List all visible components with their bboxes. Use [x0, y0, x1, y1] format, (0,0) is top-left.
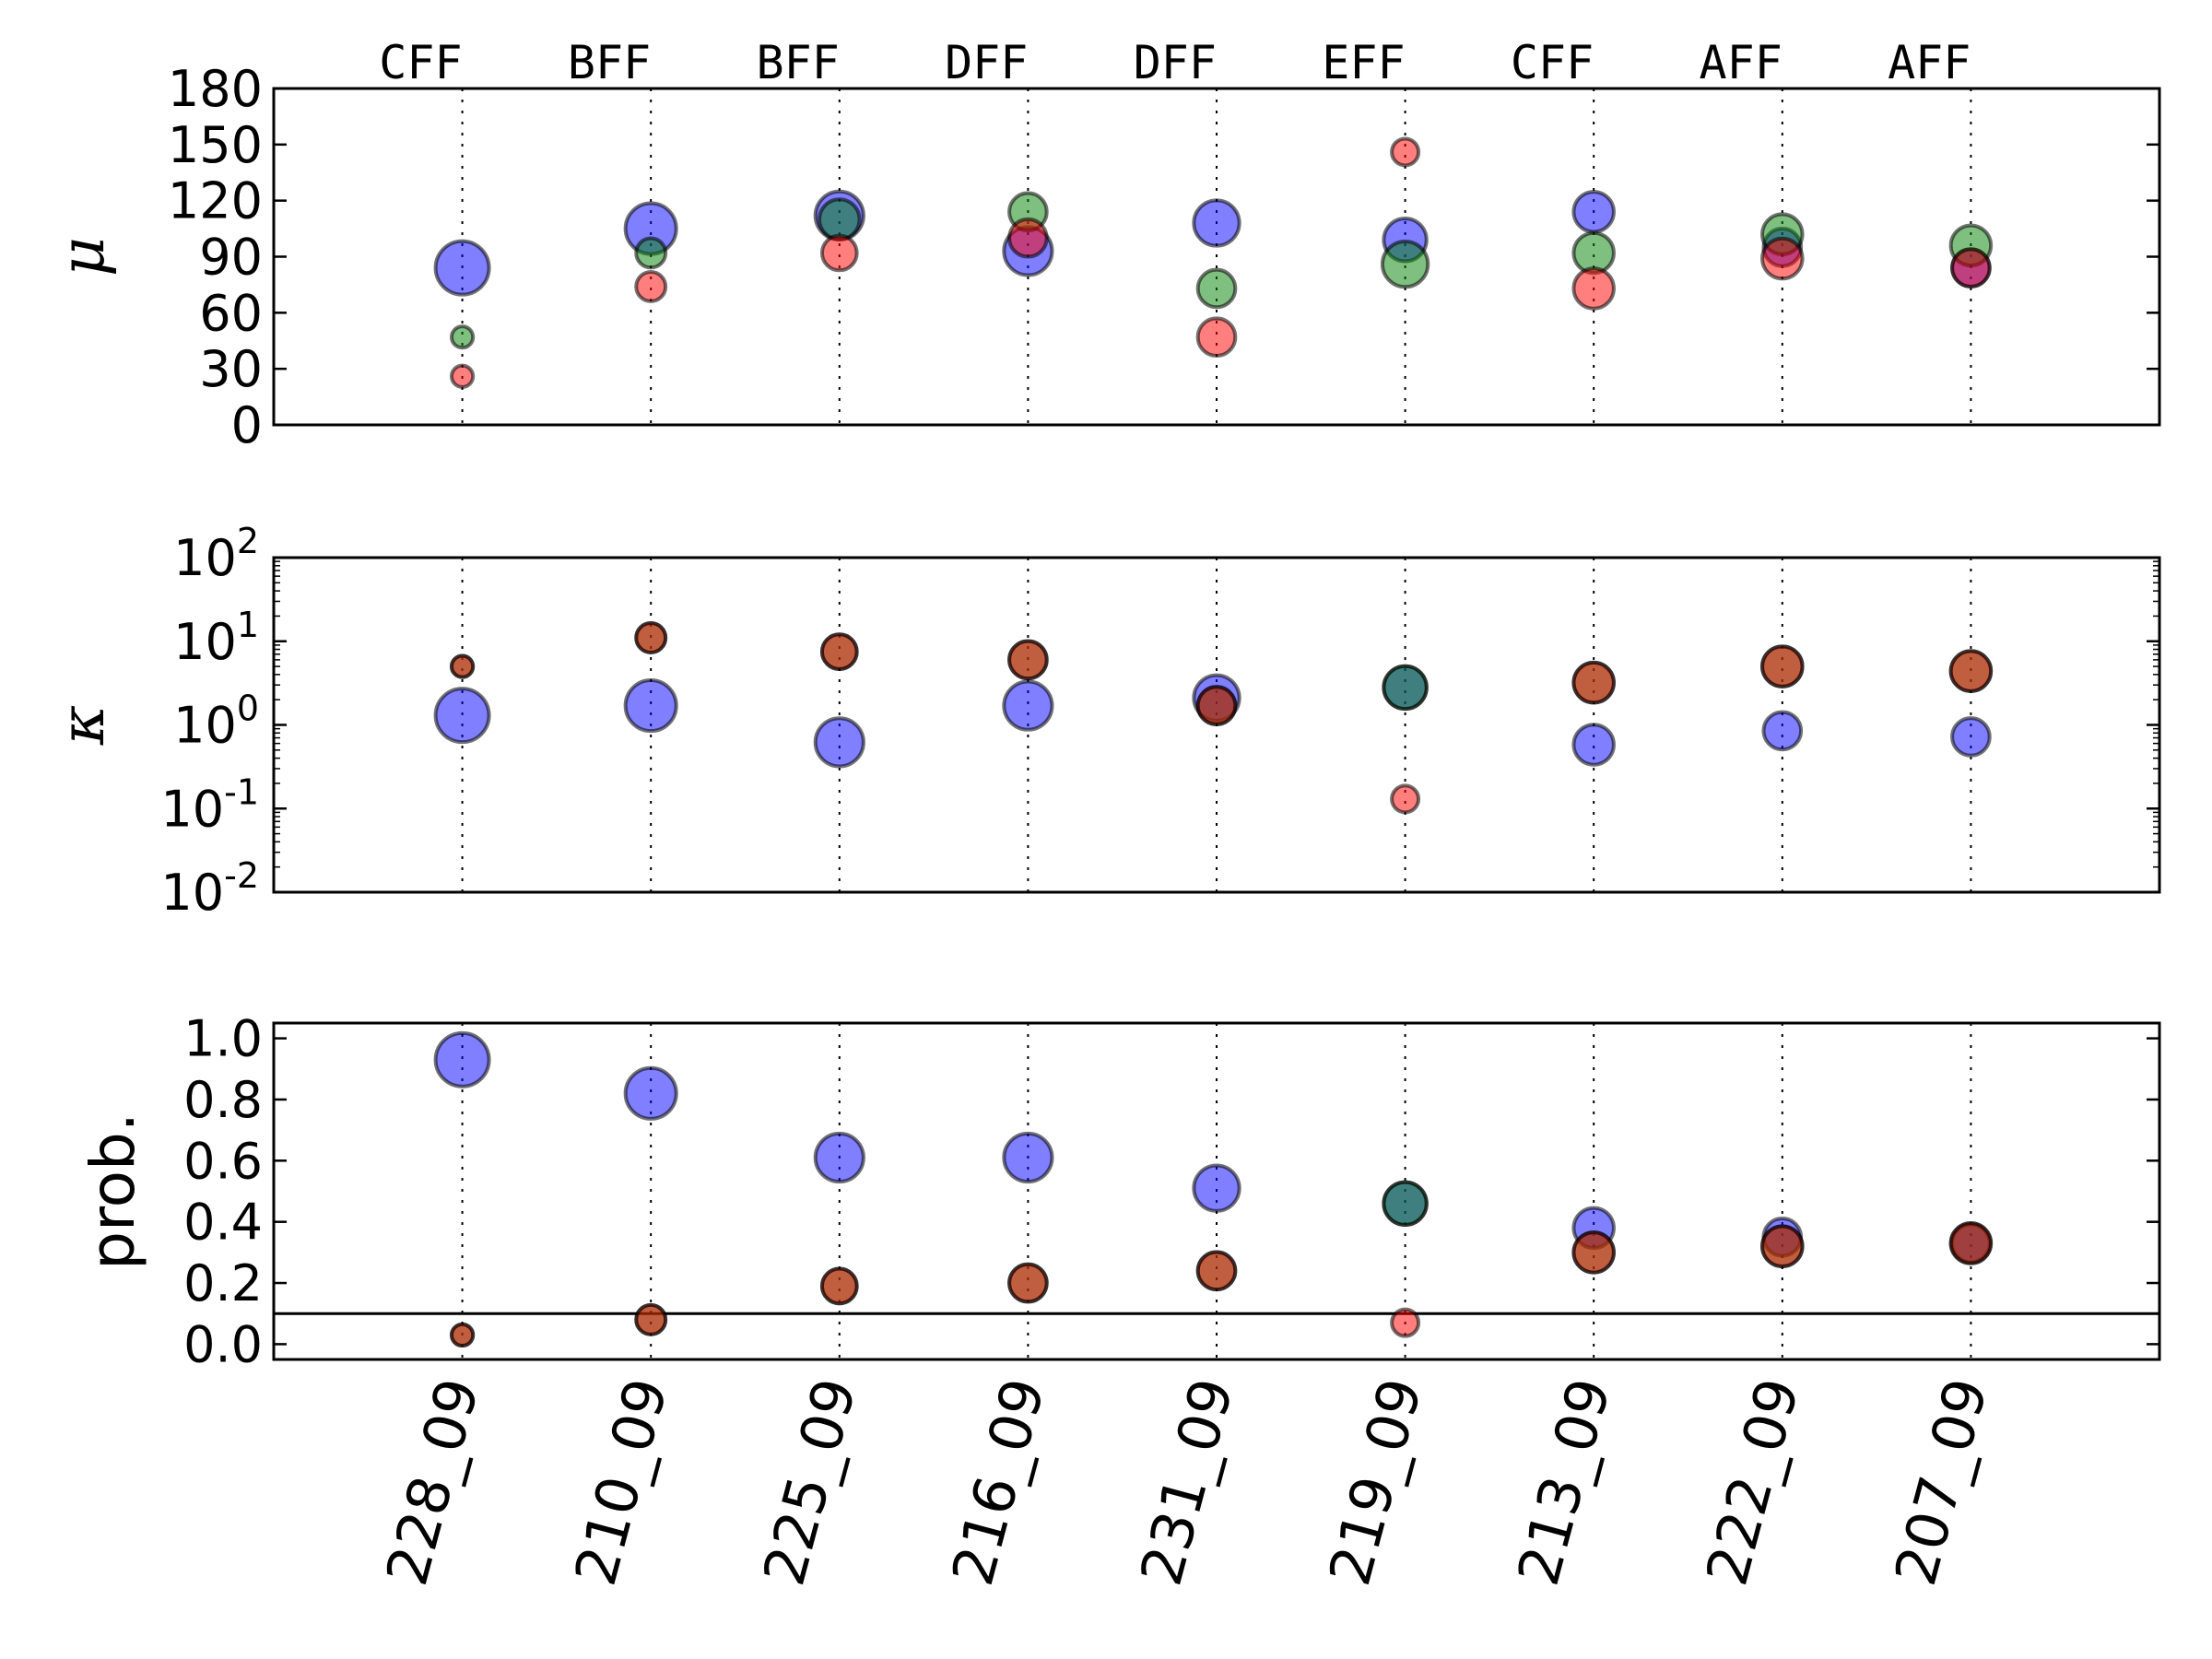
data-point [1761, 710, 1804, 752]
data-point [1192, 1163, 1241, 1213]
data-point [813, 716, 865, 769]
group-label: EFF [1322, 36, 1405, 89]
data-point [634, 1302, 668, 1336]
data-point [433, 1030, 491, 1088]
plot-frame [272, 1021, 2161, 1361]
y-tick-label: 100 [173, 688, 259, 755]
y-tick-label: 1.0 [183, 1010, 263, 1068]
y-axis-label: κ [47, 705, 118, 746]
y-tick-label: 101 [173, 605, 259, 671]
group-label: BFF [568, 36, 651, 89]
group-label: AFF [1699, 36, 1782, 89]
x-category-label: 210_09 [561, 1371, 681, 1592]
data-point [819, 632, 859, 671]
data-point [450, 1322, 476, 1348]
group-label: CFF [379, 36, 462, 89]
data-point [1948, 1221, 1994, 1265]
data-point [623, 678, 678, 734]
data-point [1382, 1180, 1429, 1227]
data-point [813, 1131, 865, 1184]
data-point [634, 236, 668, 270]
data-point [634, 269, 668, 303]
data-point [1195, 316, 1238, 358]
data-point [450, 363, 476, 389]
plot-frame [272, 87, 2161, 427]
y-tick-label: 150 [168, 116, 263, 174]
data-point [1007, 217, 1049, 259]
group-label: BFF [756, 36, 839, 89]
data-point [1382, 664, 1429, 712]
y-tick-label: 0.8 [183, 1071, 263, 1129]
group-label: CFF [1511, 36, 1594, 89]
data-point [1192, 198, 1241, 248]
data-point [1571, 660, 1616, 705]
data-point [1760, 236, 1805, 281]
panel-3: 0.00.20.40.60.81.0 prob. 228_09 210_09 225_0… [77, 1010, 2161, 1592]
y-tick-label: 10-2 [160, 855, 259, 922]
data-point [1380, 239, 1430, 289]
y-tick-label: 102 [173, 521, 259, 587]
data-point [1950, 716, 1992, 758]
data-point [433, 239, 491, 297]
data-point [1760, 644, 1805, 688]
data-point [1002, 1131, 1054, 1184]
group-label: DFF [1134, 36, 1217, 89]
x-category-label: 231_09 [1127, 1371, 1247, 1592]
y-tick-label: 60 [199, 284, 263, 342]
data-point [1571, 266, 1616, 311]
data-point [1195, 685, 1238, 726]
y-tick-label: 180 [168, 60, 263, 118]
group-label: AFF [1888, 36, 1971, 89]
data-point [1390, 136, 1421, 168]
data-point [433, 687, 491, 745]
y-tick-label: 0.4 [183, 1194, 263, 1252]
data-point [1002, 679, 1054, 732]
data-point [1195, 267, 1238, 310]
y-tick-label: 10-1 [160, 771, 259, 838]
data-point [1948, 649, 1994, 693]
y-tick-label: 0.0 [183, 1315, 263, 1373]
data-point [819, 1266, 859, 1306]
y-axis-label: prob. [77, 1112, 148, 1270]
plot-frame [272, 556, 2161, 894]
data-point [1571, 1230, 1616, 1275]
data-point [1195, 1250, 1238, 1292]
x-category-label: 222_09 [1693, 1371, 1813, 1592]
y-tick-label: 120 [168, 172, 263, 230]
y-tick-label: 0 [231, 396, 263, 454]
panel-2: 10-2 10-1 100 101 102 κ [47, 521, 2161, 922]
data-point [819, 233, 859, 273]
data-point [1390, 783, 1421, 815]
data-point [1007, 639, 1049, 681]
data-point [1390, 1307, 1421, 1338]
x-category-label: 228_09 [373, 1371, 493, 1592]
x-category-label: 225_09 [750, 1371, 870, 1592]
data-point [1760, 1224, 1805, 1268]
data-point [634, 621, 668, 654]
y-tick-label: 0.6 [183, 1132, 263, 1190]
data-point [623, 1065, 678, 1121]
data-point [1571, 723, 1616, 767]
x-category-label: 219_09 [1316, 1371, 1436, 1592]
data-point [1950, 247, 1992, 288]
group-label: DFF [945, 36, 1028, 89]
x-category-label: 207_09 [1881, 1371, 2001, 1592]
data-point [450, 653, 476, 679]
data-point [450, 324, 476, 350]
y-tick-label: 30 [199, 340, 263, 398]
x-category-label: 216_09 [938, 1371, 1058, 1592]
data-point [818, 197, 862, 241]
data-point [1007, 1262, 1049, 1304]
y-tick-label: 90 [199, 229, 263, 287]
y-tick-label: 0.2 [183, 1254, 263, 1312]
data-point [1571, 190, 1616, 234]
x-category-label: 213_09 [1504, 1371, 1624, 1592]
y-axis-label: μ [47, 237, 118, 276]
